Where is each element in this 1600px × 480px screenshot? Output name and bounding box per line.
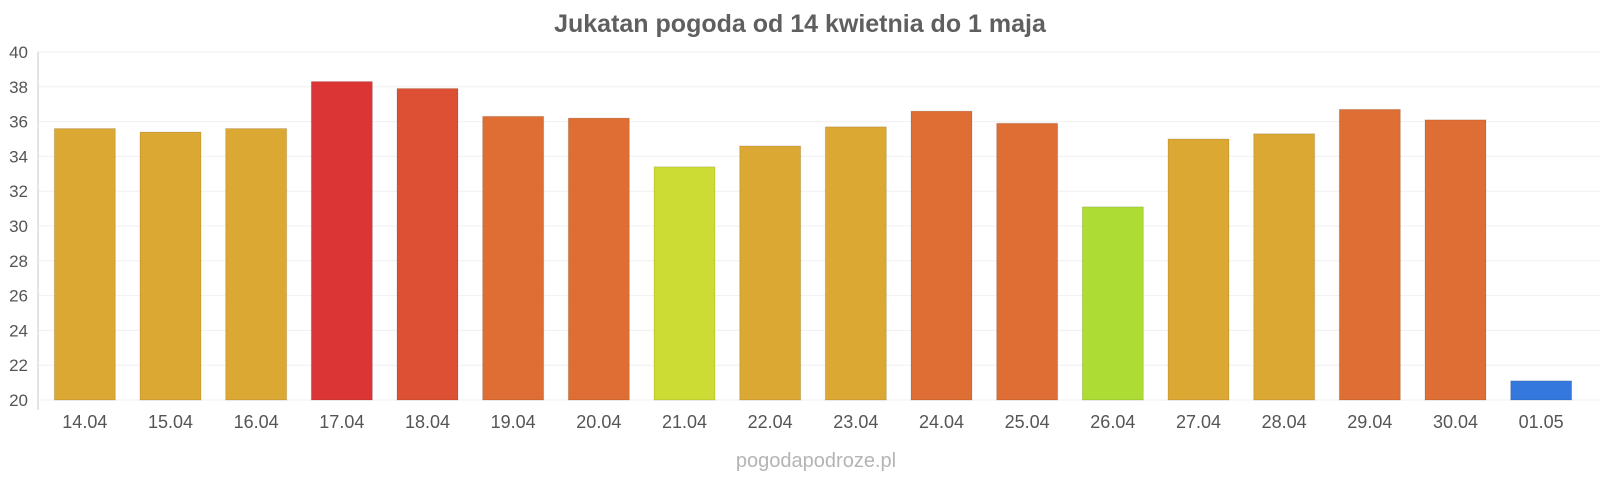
bar-26.04 [1081, 206, 1144, 401]
x-tick-label: 29.04 [1347, 412, 1392, 432]
bar-24.04 [910, 110, 973, 401]
x-tick-label: 30.04 [1433, 412, 1478, 432]
y-tick-label: 24 [9, 321, 28, 340]
x-tick-label: 16.04 [234, 412, 279, 432]
y-tick-label: 36 [9, 113, 28, 132]
y-tick-label: 34 [9, 147, 28, 166]
bar-18.04 [396, 88, 459, 401]
y-tick-label: 20 [9, 391, 28, 410]
y-tick-label: 26 [9, 287, 28, 306]
x-tick-label: 17.04 [319, 412, 364, 432]
x-tick-label: 14.04 [62, 412, 107, 432]
bar-27.04 [1167, 138, 1230, 401]
x-tick-label: 27.04 [1176, 412, 1221, 432]
x-tick-label: 21.04 [662, 412, 707, 432]
x-tick-label: 26.04 [1090, 412, 1135, 432]
x-tick-label: 25.04 [1005, 412, 1050, 432]
x-tick-label: 23.04 [833, 412, 878, 432]
bar-20.04 [567, 117, 630, 401]
y-tick-label: 22 [9, 356, 28, 375]
bar-01.05 [1510, 380, 1573, 401]
bar-21.04 [653, 166, 716, 401]
bar-23.04 [824, 126, 887, 401]
bar-22.04 [739, 145, 802, 401]
bar-19.04 [482, 115, 545, 401]
y-tick-label: 30 [9, 217, 28, 236]
x-tick-label: 24.04 [919, 412, 964, 432]
bar-29.04 [1338, 108, 1401, 401]
x-tick-label: 22.04 [748, 412, 793, 432]
x-tick-label: 28.04 [1262, 412, 1307, 432]
bar-16.04 [225, 128, 288, 401]
bars [53, 81, 1573, 401]
x-tick-label: 15.04 [148, 412, 193, 432]
chart-title: Jukatan pogoda od 14 kwietnia do 1 maja [554, 10, 1047, 38]
x-tick-label: 01.05 [1519, 412, 1564, 432]
y-axis-ticks: 20 22 24 26 28 30 32 34 36 38 40 [9, 43, 28, 410]
bar-14.04 [53, 128, 116, 401]
gridlines [38, 51, 1600, 401]
bar-28.04 [1253, 133, 1316, 401]
y-tick-label: 28 [9, 252, 28, 271]
bar-15.04 [139, 131, 202, 401]
bar-30.04 [1424, 119, 1487, 401]
y-tick-label: 32 [9, 182, 28, 201]
x-tick-label: 20.04 [576, 412, 621, 432]
bar-17.04 [310, 81, 373, 401]
y-tick-label: 40 [9, 43, 28, 62]
watermark-text: pogodapodroze.pl [736, 450, 896, 472]
y-tick-label: 38 [9, 78, 28, 97]
x-tick-label: 19.04 [491, 412, 536, 432]
bar-25.04 [996, 122, 1059, 401]
x-tick-label: 18.04 [405, 412, 450, 432]
x-axis-ticks: 14.04 15.04 16.04 17.04 18.04 19.04 20.04 21.04… [62, 412, 1563, 432]
